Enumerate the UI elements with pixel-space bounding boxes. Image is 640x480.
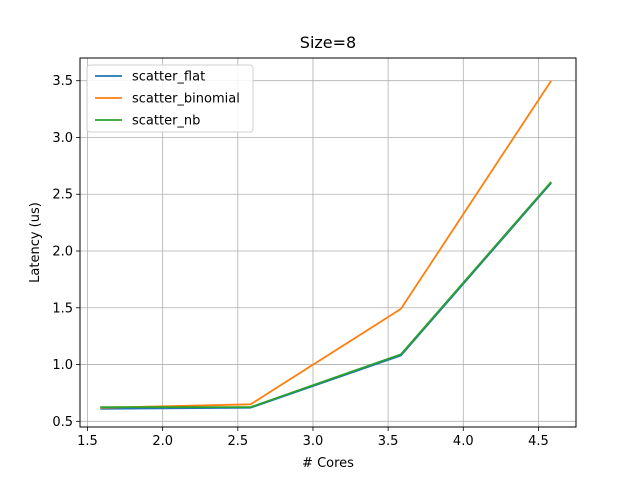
y-tick-label: 3.0 [52,131,73,146]
y-tick-label: 0.5 [52,415,73,430]
legend-label: scatter_nb [132,114,200,129]
legend-label: scatter_binomial [132,92,240,107]
x-tick-label: 3.5 [378,434,399,449]
legend-label: scatter_flat [132,70,205,85]
x-tick-label: 4.0 [453,434,474,449]
y-tick-label: 2.0 [52,245,73,260]
legend: scatter_flat scatter_binomial scatter_nb [86,64,254,133]
plot-frame [79,57,577,428]
x-tick-label: 3.0 [303,434,324,449]
series-line-scatter_nb [100,181,552,409]
x-axis-label: # Cores [302,456,354,471]
series-line-scatter_binomial [100,80,552,409]
legend-box [86,64,254,133]
series-layer [100,80,552,410]
y-tick-label: 3.5 [52,74,73,89]
x-tick-label: 2.5 [227,434,248,449]
x-tick-label: 4.5 [528,434,549,449]
ticks: 1.5 2.0 2.5 3.0 3.5 4.0 4.5 0.5 1.0 1.5 2.0 2.5 3.0 3… [52,74,548,449]
x-tick-label: 2.0 [152,434,173,449]
y-axis-label: Latency (us) [28,202,43,283]
y-tick-label: 2.5 [52,188,73,203]
x-tick-label: 1.5 [77,434,98,449]
chart-title: Size=8 [300,33,356,52]
y-tick-label: 1.0 [52,358,73,373]
y-tick-label: 1.5 [52,301,73,316]
